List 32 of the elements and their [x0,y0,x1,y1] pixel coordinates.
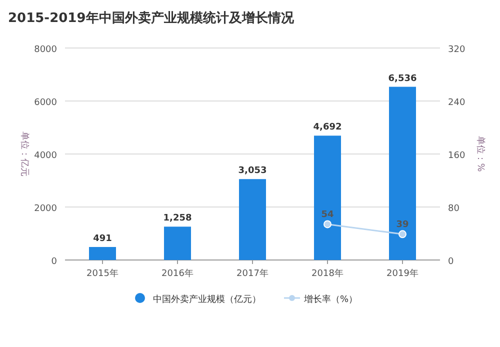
legend-label: 增长率（%） [303,294,358,305]
bar [89,246,116,260]
bar [164,226,191,260]
bar [389,86,416,260]
y2-tick-label: 0 [448,257,454,267]
y2-axis-title: 单位：% [475,136,486,172]
x-tick-label: 2018年 [312,268,344,279]
chart-title: 2015-2019年中国外卖产业规模统计及增长情况 [8,10,295,26]
bar [314,136,341,260]
y2-tick-label: 240 [448,98,466,108]
y-tick-label: 8000 [34,45,58,55]
data-label: 6,536 [388,74,417,84]
legend-label: 中国外卖产业规模（亿元） [153,294,261,305]
data-label: 3,053 [238,166,267,176]
data-label: 1,258 [163,214,192,224]
y-tick-label: 0 [51,257,58,267]
x-tick-label: 2017年 [236,268,268,279]
data-label: 491 [93,234,112,244]
y-tick-label: 4000 [34,151,58,161]
data-label: 39 [396,220,409,230]
x-tick-label: 2015年 [86,268,118,279]
data-label: 54 [321,210,334,220]
y2-tick-label: 320 [448,45,466,55]
y-tick-label: 2000 [34,204,58,214]
y-tick-label: 6000 [34,98,58,108]
data-label: 4,692 [313,122,342,133]
y2-tick-label: 160 [448,151,466,161]
y-axis-title: 单位：亿元 [19,132,30,176]
x-tick-label: 2019年 [386,268,418,279]
y2-tick-label: 80 [448,204,460,214]
x-tick-label: 2016年 [162,268,194,279]
bar [239,179,266,260]
